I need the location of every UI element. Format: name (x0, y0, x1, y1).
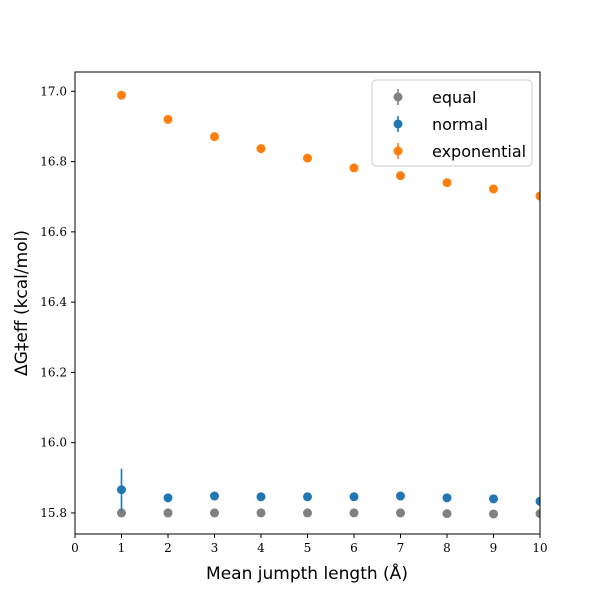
legend-marker (393, 146, 403, 156)
legend-label: equal (432, 88, 476, 107)
data-point (489, 494, 498, 504)
data-point (349, 508, 359, 518)
series-equal (117, 508, 540, 519)
y-tick-label: 16.4 (40, 295, 67, 309)
x-tick-label: 7 (397, 541, 405, 555)
data-point (442, 178, 452, 188)
y-tick-label: 16.2 (40, 365, 67, 379)
y-tick-label: 16.8 (40, 155, 67, 169)
x-axis-label: Mean jumpth length (Å) (206, 562, 408, 584)
legend-marker (393, 119, 403, 129)
x-tick-label: 3 (211, 541, 219, 555)
legend-box (371, 79, 533, 167)
legend: equal normal exponential (371, 79, 533, 167)
data-point (256, 144, 266, 154)
data-point (117, 90, 126, 100)
data-point (117, 508, 126, 518)
data-point (396, 508, 405, 518)
series-exponential (117, 90, 540, 201)
y-axis-ticks: 15.8 16.0 16.2 16.4 16.6 16.8 17.0 (40, 84, 75, 520)
x-tick-label: 1 (118, 541, 126, 555)
series-group (117, 90, 540, 519)
data-point (396, 491, 405, 501)
plot-area (117, 90, 540, 519)
series-normal (117, 468, 540, 511)
legend-marker (393, 92, 403, 102)
x-tick-label: 9 (490, 541, 498, 555)
data-point (442, 493, 452, 503)
legend-label: normal (432, 115, 488, 134)
x-tick-label: 10 (532, 541, 547, 555)
x-tick-label: 0 (71, 541, 79, 555)
data-point (210, 132, 219, 142)
data-point (210, 491, 219, 501)
data-point (163, 508, 173, 518)
x-axis-ticks: 0 1 2 3 4 5 6 7 8 9 10 (71, 534, 548, 555)
data-point (210, 508, 219, 518)
y-tick-label: 15.8 (40, 506, 67, 520)
data-point (535, 191, 540, 201)
data-point (349, 163, 359, 173)
data-point (535, 509, 540, 519)
data-point (303, 492, 312, 502)
y-tick-label: 16.0 (40, 436, 67, 450)
data-point (442, 509, 452, 519)
y-axis-label: ΔG‡eff (kcal/mol) (12, 230, 32, 376)
x-tick-label: 5 (304, 541, 312, 555)
x-tick-label: 8 (443, 541, 451, 555)
data-point (303, 153, 312, 163)
data-point (489, 184, 498, 194)
data-point (256, 508, 266, 518)
data-point (163, 493, 173, 503)
data-point (489, 509, 498, 519)
x-tick-label: 6 (350, 541, 358, 555)
data-point (163, 114, 173, 124)
data-point (256, 492, 266, 502)
y-tick-label: 17.0 (40, 84, 67, 98)
y-tick-label: 16.6 (40, 225, 67, 239)
data-point (117, 485, 126, 495)
x-tick-label: 2 (164, 541, 172, 555)
data-point (349, 492, 359, 502)
data-point (535, 496, 540, 506)
data-point (303, 508, 312, 518)
x-tick-label: 4 (257, 541, 265, 555)
legend-label: exponential (432, 142, 526, 161)
data-point (396, 171, 405, 181)
